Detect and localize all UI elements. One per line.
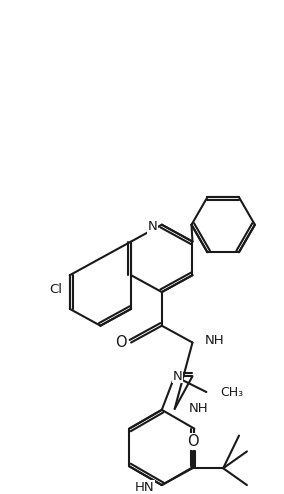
Text: N: N	[148, 220, 158, 233]
Text: HN: HN	[134, 481, 154, 494]
Text: Cl: Cl	[49, 283, 62, 295]
Text: CH₃: CH₃	[220, 385, 243, 399]
Text: N: N	[173, 370, 183, 383]
Text: NH: NH	[204, 334, 224, 347]
Text: NH: NH	[189, 402, 208, 415]
Text: O: O	[115, 335, 127, 350]
Text: O: O	[187, 434, 198, 449]
